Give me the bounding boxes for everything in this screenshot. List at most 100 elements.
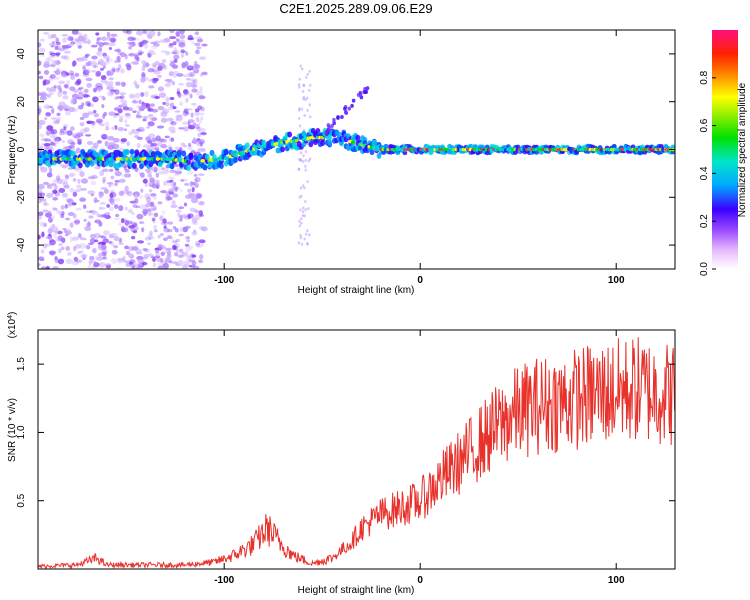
spectrogram-noise-dot xyxy=(297,117,301,121)
spectrogram-noise-dot xyxy=(135,84,140,89)
spectrogram-noise-dot xyxy=(132,99,136,103)
spectrogram-noise-dot xyxy=(174,228,179,233)
spectrogram-noise-dot xyxy=(54,70,61,76)
spectrogram-noise-dot xyxy=(185,97,189,103)
spectrogram-noise-dot xyxy=(179,248,184,252)
spectrogram-noise-dot xyxy=(119,92,127,95)
spectrogram-noise-dot xyxy=(119,178,126,183)
spectrogram-noise-dot xyxy=(191,261,197,266)
spectrogram-noise-dot xyxy=(135,115,143,119)
spectrogram-noise-dot xyxy=(102,238,109,244)
spectrogram-noise-dot xyxy=(101,133,108,140)
spectrogram-noise-dot xyxy=(175,167,183,173)
spectrogram-noise-dot xyxy=(98,194,103,199)
colorbar-ticks: 0.0 0.2 0.4 0.6 0.8 xyxy=(699,70,716,276)
spectrogram-noise-dot xyxy=(150,193,157,197)
spectrogram-noise-dot xyxy=(122,106,130,111)
spectrogram-noise-dot xyxy=(85,244,91,250)
spectrogram-noise-dot xyxy=(102,97,106,101)
spectrogram-harmonic-dot xyxy=(327,125,331,130)
spectrogram-noise-dot xyxy=(78,91,83,97)
spectrogram-noise-dot xyxy=(53,84,57,89)
spectrogram-harmonic-dot xyxy=(363,90,368,95)
spectrogram-noise-dot xyxy=(67,36,74,41)
spectrogram-noise-dot xyxy=(91,210,98,215)
spectrogram-noise-dot xyxy=(191,41,195,45)
spectrogram-noise-dot xyxy=(38,42,42,48)
spectrogram-harmonic-dot xyxy=(343,106,347,111)
spectrogram-noise-dot xyxy=(94,239,99,243)
spectrogram-noise-dot xyxy=(142,178,148,184)
spectrogram-noise-dot xyxy=(148,189,153,193)
spectrogram-noise-dot xyxy=(303,186,306,190)
spectrogram-noise-dot xyxy=(65,258,73,265)
spectrogram-noise-dot xyxy=(71,147,76,151)
spectrogram-noise-dot xyxy=(131,212,135,216)
spectrogram-noise-dot xyxy=(115,81,121,86)
spectrogram-noise-dot xyxy=(297,241,301,245)
spectrogram-noise-dot xyxy=(195,90,203,96)
spectrogram-noise-dot xyxy=(68,144,75,149)
spectrogram-noise-dot xyxy=(106,35,111,41)
spectrogram-noise-dot xyxy=(74,219,81,225)
spectrogram-noise-dot xyxy=(187,188,192,193)
spectrogram-noise-dot xyxy=(81,178,89,184)
spectrogram-noise-dot xyxy=(159,39,165,44)
spectrogram-noise-dot xyxy=(160,167,166,171)
spectrogram-noise-dot xyxy=(189,207,197,213)
spectrogram-noise-dot xyxy=(98,95,105,98)
spectrogram-noise-dot xyxy=(135,56,140,62)
spectrogram-noise-dot xyxy=(41,120,46,124)
spectrogram-noise-dot xyxy=(91,55,98,60)
spectrogram-noise-dot xyxy=(304,158,307,162)
spectrogram-noise-dot xyxy=(85,77,93,82)
spectrogram-noise-dot xyxy=(59,128,64,133)
spectrogram-noise-dot xyxy=(62,90,68,95)
spectrogram-noise-dot xyxy=(98,43,103,50)
spectrogram-noise-dot xyxy=(67,211,75,216)
colorbar-tick-label: 0.0 xyxy=(699,262,710,276)
spectrogram-noise-dot xyxy=(128,209,133,213)
spectrogram-noise-dot xyxy=(176,88,180,93)
spectrogram-noise-dot xyxy=(183,263,190,267)
spectrogram-noise-dot xyxy=(120,68,125,74)
spectrogram-noise-dot xyxy=(196,244,204,248)
spectrogram-noise-dot xyxy=(121,173,129,179)
spectrogram-noise-dot xyxy=(85,62,91,67)
spectrogram-noise-dot xyxy=(139,42,143,48)
spectrogram-noise-dot xyxy=(47,228,53,234)
spectrogram-noise-dot xyxy=(114,113,120,116)
spectrogram-noise-dot xyxy=(138,49,142,53)
spectrogram-marks xyxy=(38,30,675,269)
spectrogram-noise-dot xyxy=(200,116,204,121)
spectrogram-noise-dot xyxy=(99,202,106,205)
spectrogram-noise-dot xyxy=(156,125,165,129)
spectrogram-noise-dot xyxy=(165,257,171,261)
spec-xtick-label: 100 xyxy=(608,275,625,286)
spectrogram-noise-dot xyxy=(196,38,204,43)
spectrogram-noise-dot xyxy=(102,176,107,183)
spectrogram-noise-dot xyxy=(114,204,119,209)
spectrogram-noise-dot xyxy=(123,165,127,171)
spectrogram-ridge-dot xyxy=(402,150,408,156)
snr-xlabel: Height of straight line (km) xyxy=(298,585,415,596)
spectrogram-noise-dot xyxy=(68,70,75,76)
spectrogram-noise-dot xyxy=(166,250,172,256)
spectrogram-noise-dot xyxy=(100,187,108,190)
spectrogram-ridge-core xyxy=(240,150,245,155)
spectrogram-noise-dot xyxy=(179,250,185,254)
spectrogram-noise-dot xyxy=(148,114,154,117)
spectrogram-noise-dot xyxy=(105,42,111,46)
spectrogram-noise-dot xyxy=(171,51,178,55)
spectrogram-noise-dot xyxy=(50,86,57,93)
spectrogram-noise-dot xyxy=(180,179,185,182)
spectrogram-noise-dot xyxy=(83,88,89,94)
spectrogram-noise-dot xyxy=(84,226,92,232)
spectrogram-noise-dot xyxy=(56,112,61,117)
spectrogram-noise-dot xyxy=(145,196,152,203)
spectrogram-noise-dot xyxy=(92,65,97,68)
spectrogram-noise-dot xyxy=(198,200,205,206)
spectrogram-noise-dot xyxy=(187,119,195,124)
spectrogram-noise-dot xyxy=(98,58,105,65)
spectrogram-noise-dot xyxy=(38,183,45,190)
